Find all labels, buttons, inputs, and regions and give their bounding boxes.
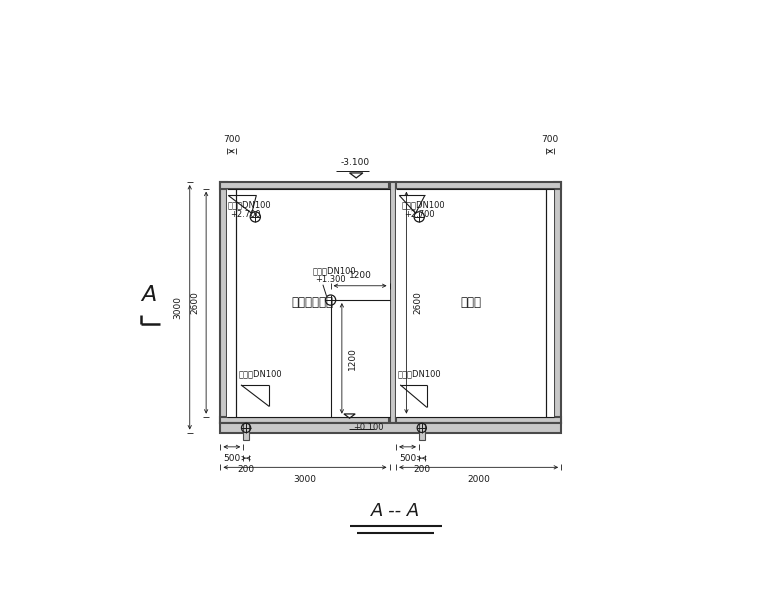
Bar bbox=[220, 424, 561, 433]
Text: 700: 700 bbox=[223, 135, 240, 144]
Text: +0.100: +0.100 bbox=[353, 423, 384, 432]
Text: 3000: 3000 bbox=[293, 474, 316, 483]
Text: -3.100: -3.100 bbox=[340, 158, 370, 166]
Text: 1200: 1200 bbox=[349, 271, 372, 280]
Bar bbox=[396, 182, 561, 188]
Text: 出水管DN100: 出水管DN100 bbox=[312, 266, 356, 275]
Bar bbox=[555, 182, 561, 424]
Text: 200: 200 bbox=[238, 465, 255, 474]
Bar bbox=[227, 188, 389, 417]
Text: +1.300: +1.300 bbox=[315, 275, 346, 284]
Text: 膜生物反应池: 膜生物反应池 bbox=[292, 296, 334, 309]
Bar bbox=[396, 188, 555, 417]
Text: 调节池: 调节池 bbox=[461, 296, 481, 309]
Bar bbox=[220, 182, 389, 188]
Text: 500: 500 bbox=[399, 454, 416, 463]
Text: 200: 200 bbox=[413, 465, 430, 474]
Bar bbox=[389, 182, 396, 424]
Bar bbox=[419, 424, 425, 439]
Text: 2600: 2600 bbox=[190, 291, 199, 314]
Text: 1200: 1200 bbox=[348, 347, 357, 370]
Text: 2000: 2000 bbox=[467, 474, 490, 483]
Bar bbox=[546, 188, 555, 417]
Text: 通气管DN100: 通气管DN100 bbox=[239, 370, 282, 379]
Text: A -- A: A -- A bbox=[372, 502, 420, 520]
Text: +2.700: +2.700 bbox=[230, 210, 261, 218]
Text: 2600: 2600 bbox=[413, 291, 423, 314]
Text: 700: 700 bbox=[541, 135, 559, 144]
Text: 溢流管DN100: 溢流管DN100 bbox=[401, 201, 445, 209]
Text: A: A bbox=[141, 285, 157, 305]
Text: 通气管DN100: 通气管DN100 bbox=[397, 370, 442, 379]
Bar bbox=[227, 188, 236, 417]
Bar bbox=[220, 417, 389, 424]
Bar bbox=[243, 424, 249, 439]
Text: +2.700: +2.700 bbox=[404, 210, 435, 218]
Text: 3000: 3000 bbox=[173, 296, 182, 319]
Bar bbox=[396, 417, 561, 424]
Bar bbox=[220, 182, 227, 424]
Text: 溢流管DN100: 溢流管DN100 bbox=[227, 201, 271, 209]
Text: 500: 500 bbox=[223, 454, 240, 463]
